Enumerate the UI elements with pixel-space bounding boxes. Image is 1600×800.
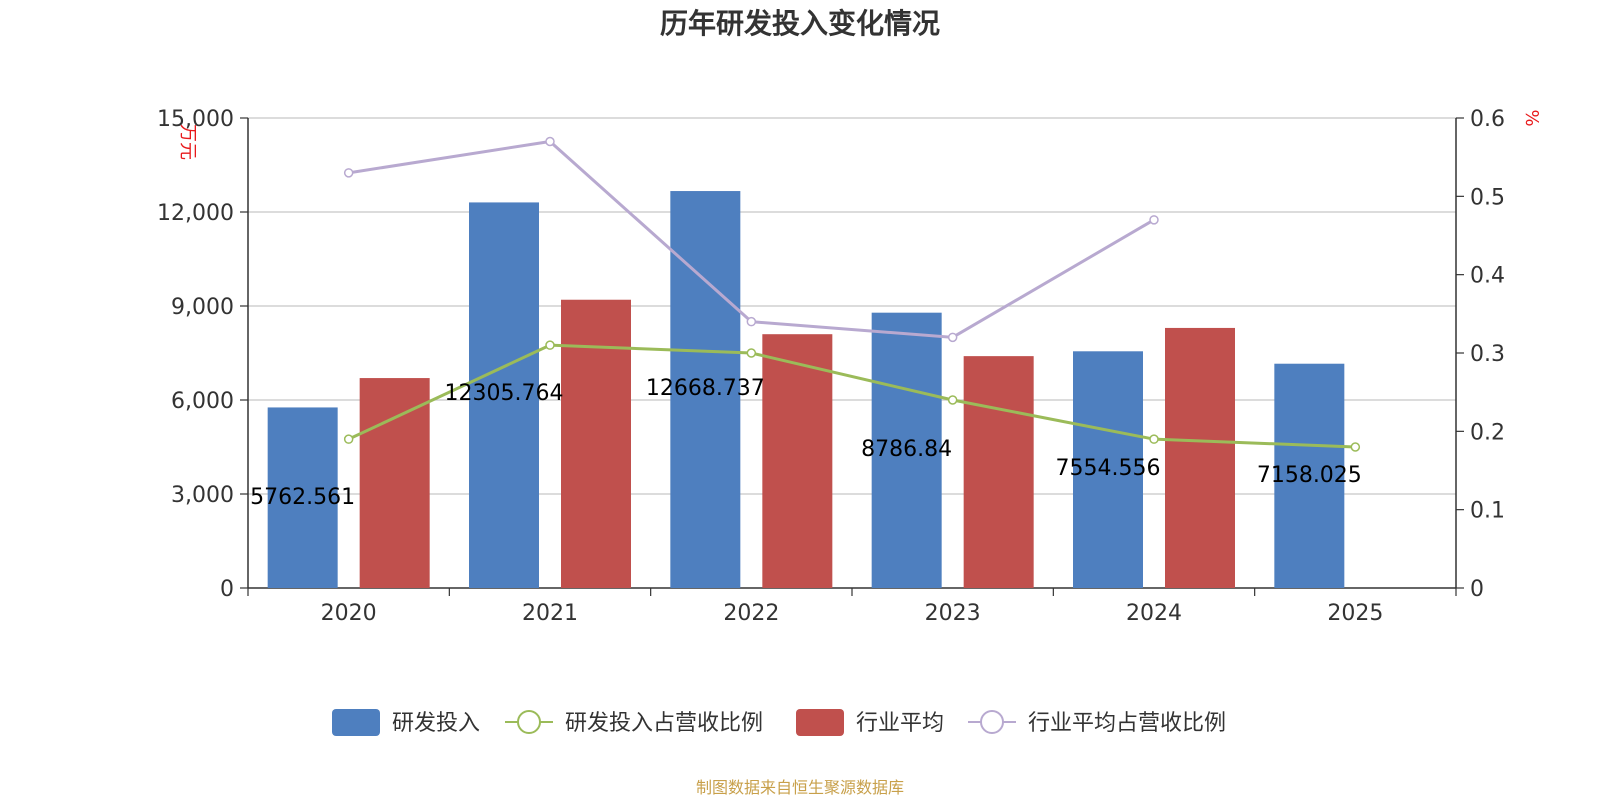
line-point <box>1350 442 1361 452</box>
source-note: 制图数据来自恒生聚源数据库 <box>696 778 904 797</box>
line-point <box>1149 215 1159 225</box>
y-left-tick-label: 12,000 <box>157 201 234 226</box>
line-point <box>947 395 958 405</box>
bar-rd-investment <box>1274 363 1345 588</box>
bar-data-label: 7158.025 <box>1257 463 1362 488</box>
data-labels: 5762.561 12305.764 12668.737 8786.84 7554.55… <box>250 376 1362 510</box>
bar-industry-average <box>561 299 631 588</box>
x-tick-label: 2022 <box>723 601 779 626</box>
y-right-tick-label: 0 <box>1470 577 1484 602</box>
y-left-tick-label: 6,000 <box>171 389 234 414</box>
legend-label: 研发投入 <box>392 711 480 736</box>
bar-rd-investment <box>1073 351 1143 588</box>
legend-swatch <box>796 709 844 736</box>
line-point <box>1149 434 1159 444</box>
y-right-tick-label: 0.6 <box>1470 107 1505 132</box>
y-right-tick-label: 0.5 <box>1470 185 1505 210</box>
bar-industry-average <box>762 334 833 588</box>
bar-rd-investment <box>267 407 338 588</box>
y-right-tick-label: 0.4 <box>1470 264 1505 289</box>
y-left-tick-label: 9,000 <box>171 295 234 320</box>
line-point <box>343 168 354 178</box>
x-tick-label: 2020 <box>321 601 377 626</box>
y-left-tick-label: 15,000 <box>157 107 234 132</box>
y-left-unit: 万元 <box>177 124 198 160</box>
line-point <box>746 316 757 327</box>
x-tick-label: 2025 <box>1327 601 1383 626</box>
y-left-tick-label: 0 <box>220 577 234 602</box>
legend: 研发投入 研发投入占营收比例 行业平均 行业平均占营收比例 <box>332 709 1226 736</box>
y-right-unit: % <box>1521 109 1542 126</box>
y-right-tick-label: 0.3 <box>1470 342 1505 367</box>
line-point <box>545 136 555 147</box>
y-left-tick-label: 3,000 <box>171 483 234 508</box>
legend-marker <box>517 710 541 734</box>
x-tick-label: 2021 <box>522 601 578 626</box>
bar-industry-average <box>963 356 1034 588</box>
legend-label: 行业平均 <box>856 711 944 736</box>
grid-lines <box>248 117 1456 495</box>
bar-data-label: 7554.556 <box>1056 456 1161 481</box>
bar-group <box>267 191 1345 589</box>
line-point <box>947 332 958 343</box>
bar-industry-average <box>1165 327 1235 588</box>
line-point <box>343 434 354 444</box>
bar-data-label: 12668.737 <box>646 376 765 401</box>
bar-data-label: 5762.561 <box>250 485 355 510</box>
bar-rd-investment <box>469 202 539 589</box>
x-tick-label: 2024 <box>1126 601 1182 626</box>
bar-rd-investment <box>670 191 741 588</box>
line-group <box>343 136 1361 452</box>
axes: 0 3,000 6,000 9,000 12,000 15,000 0 0.1 0.2 0.3 0.… <box>157 107 1542 626</box>
y-right-tick-label: 0.2 <box>1470 420 1505 445</box>
bar-data-label: 8786.84 <box>861 437 952 462</box>
line-point <box>746 348 757 358</box>
legend-marker <box>980 710 1004 734</box>
x-tick-label: 2023 <box>925 601 981 626</box>
line-series <box>348 343 1356 449</box>
y-right-tick-label: 0.1 <box>1470 499 1505 524</box>
legend-label: 研发投入占营收比例 <box>565 711 763 736</box>
bar-rd-investment <box>871 312 942 588</box>
legend-label: 行业平均占营收比例 <box>1028 711 1226 736</box>
bar-industry-average <box>359 378 430 588</box>
chart-title: 历年研发投入变化情况 <box>660 7 940 40</box>
legend-swatch <box>332 709 380 736</box>
bar-data-label: 12305.764 <box>445 381 564 406</box>
line-point <box>545 340 555 350</box>
